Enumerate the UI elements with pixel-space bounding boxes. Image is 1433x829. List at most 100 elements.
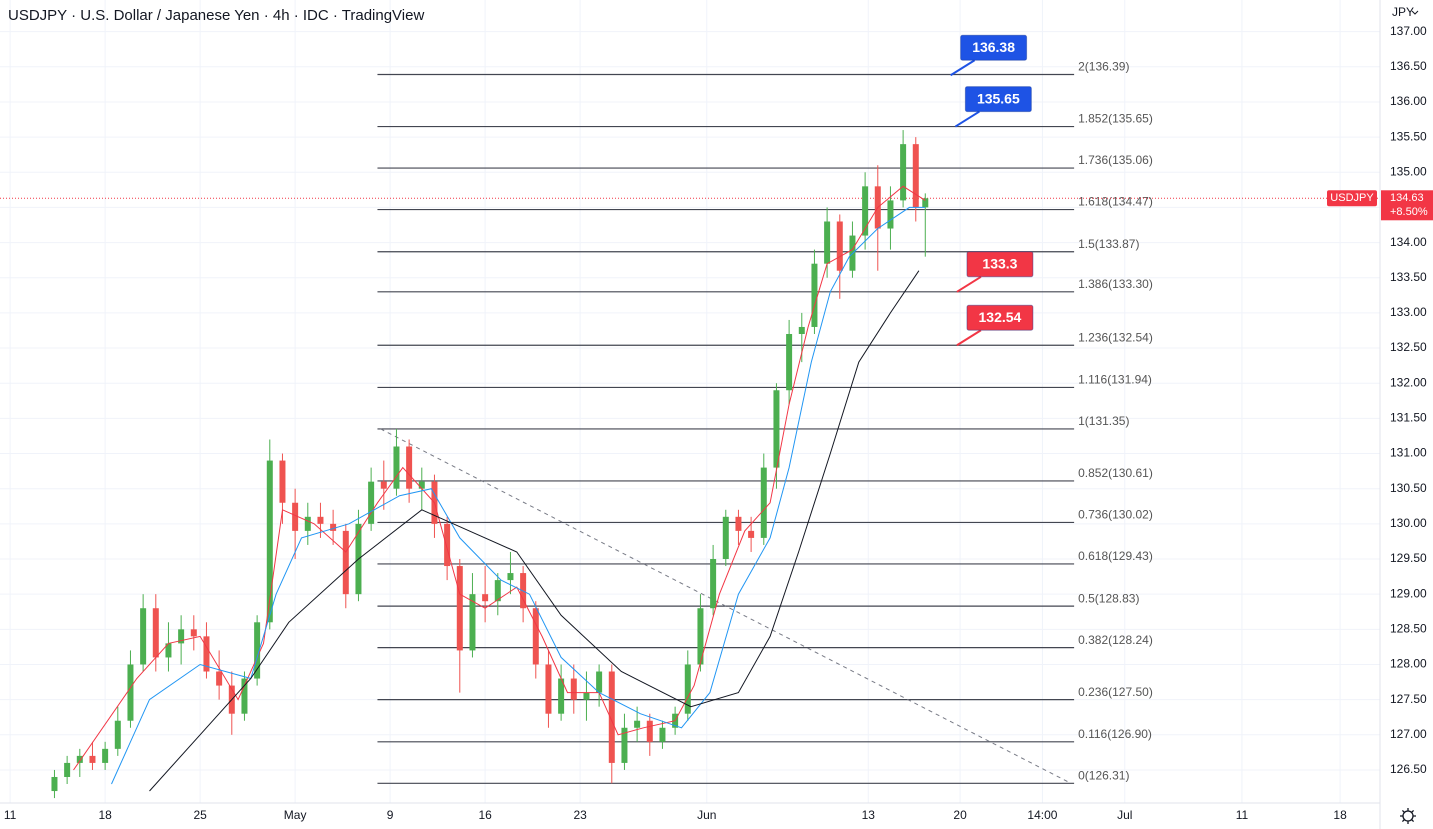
candle-body [773,390,780,468]
fib-label: 1.116(131.94) [1078,373,1152,387]
candle-body [798,326,805,334]
x-tick-label: 14:00 [1027,808,1057,822]
y-tick-label: 134.00 [1390,235,1427,249]
candle-body [545,664,552,714]
fib-label: 0.736(130.02) [1078,508,1153,522]
candle-body [254,622,261,679]
candle-body [760,467,767,538]
x-tick-label: 11 [1236,808,1249,822]
candle-body [178,629,185,644]
candle-body [368,481,375,524]
fib-label: 1.736(135.06) [1078,153,1153,167]
callout-box [960,34,1028,61]
x-tick-label: 18 [1333,808,1347,822]
candle-body [482,594,489,602]
fib-label: 0(126.31) [1078,768,1129,782]
callout-text: 136.38 [972,39,1015,55]
candle-body [659,727,666,742]
candle-body [140,608,147,665]
grid [0,0,1380,803]
candle-body [380,481,387,489]
candle-body [621,727,628,763]
fib-label: 1.5(133.87) [1078,237,1139,251]
y-tick-label: 132.50 [1390,340,1427,354]
candle-body [887,200,894,229]
candle-body [811,263,818,327]
y-tick-label: 131.50 [1390,411,1427,425]
candle-body [900,144,907,201]
callout-text: 133.3 [982,256,1017,272]
callout-text: 132.54 [979,309,1022,325]
y-tick-label: 133.00 [1390,305,1427,319]
candle-body [64,762,71,777]
y-tick-label: 126.50 [1390,762,1427,776]
candle-body [710,559,717,609]
gear-teeth [1400,808,1416,824]
candle-body [456,566,463,651]
y-tick-label: 132.00 [1390,375,1427,389]
candle-body [836,221,843,271]
y-tick-label: 129.00 [1390,586,1427,600]
candle-body [203,636,210,672]
candle-body [330,523,337,531]
fib-label: 1.236(132.54) [1078,330,1153,344]
candle-body [165,643,172,658]
callout-pointer [956,329,982,347]
candle-body [51,776,58,792]
candle-body [418,481,425,489]
y-tick-label: 137.00 [1390,24,1427,38]
candle-body [279,460,286,503]
x-tick-label: 20 [953,808,967,822]
candle-body [786,333,793,391]
x-tick-label: 23 [573,808,587,822]
fib-label: 1.852(135.65) [1078,112,1153,126]
candle-body [634,720,641,728]
price-tag-change: +8.50% [1390,206,1428,218]
moving-average [111,206,926,785]
candle-body [76,755,83,763]
candle-body [922,198,929,208]
candle-body [152,608,159,658]
settings-icon[interactable] [1400,808,1416,824]
callout-text: 135.65 [977,90,1020,106]
candle-body [608,671,615,763]
candle-body [507,573,514,581]
candle-body [127,664,134,721]
x-tick-label: 9 [387,808,394,822]
price-tag [1381,190,1433,221]
price-tag-value: 134.63 [1390,192,1424,204]
y-tick-label: 129.50 [1390,551,1427,565]
y-tick-label: 135.50 [1390,129,1427,143]
candle-body [697,608,704,665]
callout-box [966,304,1034,331]
y-tick-label: 130.00 [1390,516,1427,530]
x-tick-label: May [284,808,307,822]
moving-average [149,270,920,792]
fib-label: 0.116(126.90) [1078,727,1152,741]
fib-label: 0.618(129.43) [1078,549,1153,563]
candle-body [722,516,729,560]
callout-pointer [950,59,976,77]
candle-body [444,523,451,567]
y-tick-label: 136.50 [1390,59,1427,73]
currency[interactable]: JPY [1392,5,1414,19]
y-tick-label: 136.00 [1390,94,1427,108]
candle-body [494,580,501,602]
y-tick-label: 135.00 [1390,164,1427,178]
y-tick-label: 128.50 [1390,621,1427,635]
callout-box [964,86,1032,113]
candle-body [304,516,311,531]
fib-label: 0.382(128.24) [1078,633,1153,647]
candle-body [292,502,299,531]
y-tick-label: 130.50 [1390,481,1427,495]
candle-body [735,516,742,531]
fib-label: 0.5(128.83) [1078,591,1139,605]
candle-body [583,692,590,700]
candle-body [241,678,248,714]
symbol-tag-text: USDJPY [1330,192,1374,204]
y-tick-label: 127.50 [1390,692,1427,706]
candle-body [190,629,197,637]
currency-caret [1411,10,1419,15]
fib-label: 0.852(130.61) [1078,466,1153,480]
